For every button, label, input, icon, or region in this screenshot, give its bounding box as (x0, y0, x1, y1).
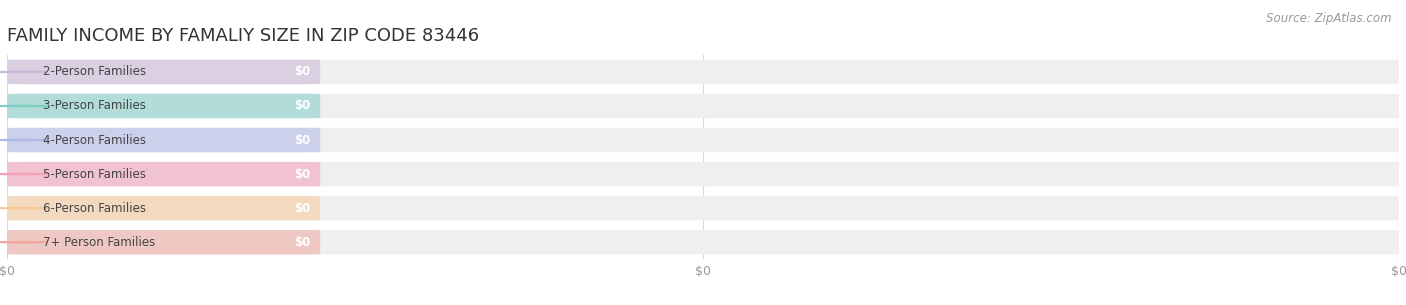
Circle shape (0, 242, 48, 243)
FancyBboxPatch shape (7, 196, 321, 221)
Text: Source: ZipAtlas.com: Source: ZipAtlas.com (1267, 12, 1392, 25)
Text: 4-Person Families: 4-Person Families (44, 134, 146, 146)
FancyBboxPatch shape (7, 94, 1399, 118)
FancyBboxPatch shape (7, 60, 1399, 84)
Text: 7+ Person Families: 7+ Person Families (44, 236, 156, 249)
FancyBboxPatch shape (7, 128, 1399, 152)
FancyBboxPatch shape (7, 94, 321, 118)
Text: $0: $0 (294, 168, 311, 181)
Circle shape (0, 71, 48, 73)
Text: 2-Person Families: 2-Person Families (44, 66, 146, 78)
Circle shape (0, 105, 48, 107)
Text: 5-Person Families: 5-Person Families (44, 168, 146, 181)
Text: $0: $0 (294, 236, 311, 249)
Text: $0: $0 (294, 66, 311, 78)
FancyBboxPatch shape (7, 196, 1399, 221)
FancyBboxPatch shape (7, 230, 321, 254)
FancyBboxPatch shape (7, 162, 321, 186)
Text: 6-Person Families: 6-Person Families (44, 202, 146, 215)
FancyBboxPatch shape (7, 60, 321, 84)
FancyBboxPatch shape (7, 162, 1399, 186)
Text: FAMILY INCOME BY FAMALIY SIZE IN ZIP CODE 83446: FAMILY INCOME BY FAMALIY SIZE IN ZIP COD… (7, 27, 479, 45)
Text: $0: $0 (294, 99, 311, 113)
FancyBboxPatch shape (7, 230, 1399, 254)
Circle shape (0, 139, 48, 141)
Text: 3-Person Families: 3-Person Families (44, 99, 146, 113)
Text: $0: $0 (294, 134, 311, 146)
Text: $0: $0 (294, 202, 311, 215)
FancyBboxPatch shape (7, 128, 321, 152)
Circle shape (0, 207, 48, 209)
Circle shape (0, 174, 48, 175)
